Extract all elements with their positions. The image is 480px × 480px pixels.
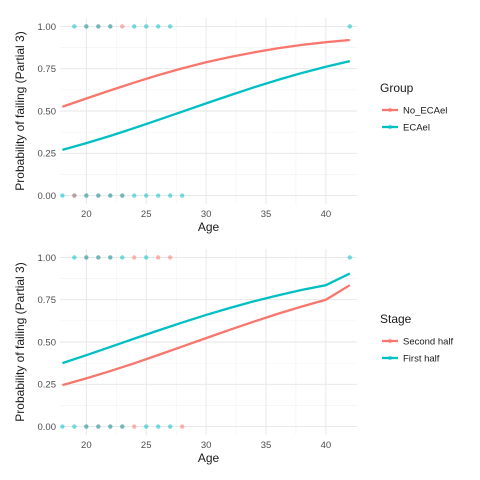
x-tick-label: 30 [201,440,212,451]
data-point [72,424,77,429]
data-point [167,424,173,429]
x-tick-label: 25 [141,440,152,451]
chart-panel-1: 20 25 30 35 40 0.00 0.25 0.50 0.75 1.00 Age Probabi… [13,18,447,234]
series-line [62,38,350,108]
data-point [132,255,137,260]
data-point [120,193,125,198]
fitted-lines [62,272,351,387]
legend-label: No_ECAel [403,105,447,116]
y-tick-label: 0.50 [38,337,57,348]
y-tick-label: 0.50 [38,106,57,117]
scatter-points [60,24,353,198]
x-tick-label: 35 [261,209,272,220]
data-point [144,24,149,29]
data-point [167,24,173,29]
data-point [96,255,101,260]
legend-key-point [387,107,393,113]
x-tick-label: 20 [81,209,92,220]
data-point [60,424,65,429]
legend-key-point [387,124,393,130]
data-point [96,193,101,198]
data-point [108,24,113,29]
x-axis-title: Age [198,451,220,465]
series-line [62,272,351,365]
series-line [62,284,351,387]
data-point [84,24,89,29]
gridlines [60,249,357,435]
data-point [144,424,149,429]
legend-title: Group [380,81,414,95]
x-tick-label: 20 [81,440,92,451]
data-point [132,24,137,29]
y-tick-label: 0.00 [38,191,57,202]
y-tick-label: 1.00 [38,253,57,264]
data-point [84,193,89,198]
data-point [120,424,125,429]
series-line [62,59,351,151]
legend-key-point [387,338,393,344]
scatter-points [60,255,353,429]
data-point [60,193,65,198]
legend-title: Stage [380,312,412,326]
chart-panel-2: 20 25 30 35 40 0.00 0.25 0.50 0.75 1.00 Age Probabi… [13,249,454,465]
data-point [84,255,89,260]
legend: Group No_ECAel ECAel [380,81,447,133]
data-point [347,24,353,29]
y-axis-title: Probability of failing (Partial 3) [13,262,27,421]
y-tick-label: 0.75 [38,295,57,306]
data-point [179,193,185,198]
fitted-lines [62,38,351,151]
x-tick-label: 35 [261,440,272,451]
x-tick-label: 30 [201,209,212,220]
y-tick-label: 0.75 [38,64,57,75]
data-point [156,424,161,429]
y-tick-label: 0.00 [38,422,57,433]
data-point [96,424,101,429]
y-tick-label: 0.25 [38,380,57,391]
data-point [108,193,113,198]
data-point [72,24,77,29]
data-point [179,424,185,429]
x-axis-title: Age [198,220,220,234]
data-point [167,255,173,260]
data-point [72,193,77,198]
data-point [96,24,101,29]
data-point [72,255,77,260]
data-point [132,424,137,429]
legend-key-point [387,355,393,361]
data-point [347,255,353,260]
legend-label: First half [403,353,440,364]
data-point [167,193,173,198]
y-axis-title: Probability of failing (Partial 3) [13,31,27,190]
data-point [84,424,89,429]
data-point [120,24,125,29]
x-tick-label: 40 [321,209,332,220]
gridlines [60,18,357,204]
data-point [132,193,137,198]
x-tick-label: 25 [141,209,152,220]
data-point [144,255,149,260]
y-tick-label: 0.25 [38,149,57,160]
data-point [156,24,161,29]
data-point [108,255,113,260]
y-tick-label: 1.00 [38,22,57,33]
data-point [108,424,113,429]
legend: Stage Second half First half [380,312,454,364]
legend-label: ECAel [403,122,430,133]
data-point [120,255,125,260]
data-point [144,193,149,198]
data-point [156,193,161,198]
legend-label: Second half [403,336,454,347]
data-point [156,255,161,260]
x-tick-label: 40 [321,440,332,451]
